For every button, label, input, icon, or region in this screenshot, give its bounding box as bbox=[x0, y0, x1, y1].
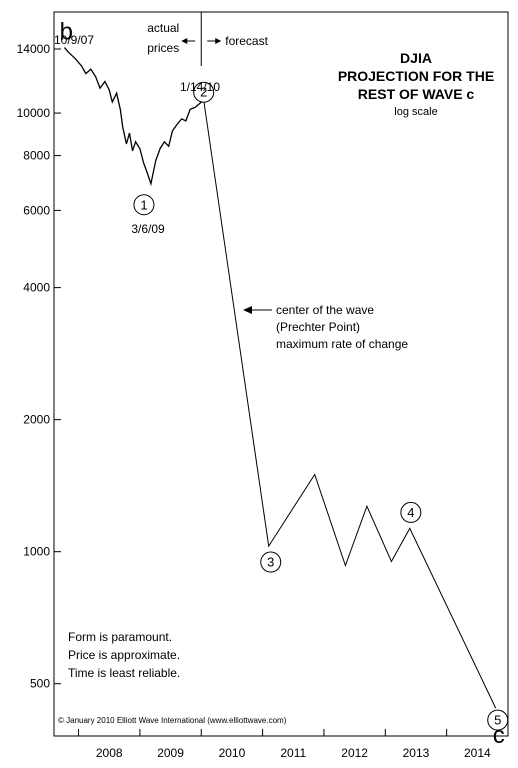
wave-2-circle bbox=[193, 81, 215, 103]
prechter-point-arrow bbox=[243, 306, 272, 314]
date-annotation-wave2: 1/14/10 bbox=[180, 80, 220, 94]
wave-1-circle bbox=[133, 194, 155, 216]
forecast-label: forecast bbox=[225, 34, 268, 48]
y-tick-label-1000: 1000 bbox=[23, 545, 50, 559]
wave-1-label: 1 bbox=[140, 197, 147, 212]
wave-b-label: b bbox=[60, 19, 73, 46]
x-tick-label-2014: 2014 bbox=[464, 746, 491, 760]
wave-labels: b 1 2 3 4 5c bbox=[60, 19, 509, 749]
actual-prices-label-line1: actual bbox=[147, 21, 179, 35]
y-tick-label-8000: 8000 bbox=[23, 149, 50, 163]
wave-3-circle bbox=[260, 551, 282, 573]
wave-2-label: 2 bbox=[200, 85, 207, 100]
y-tick-label-500: 500 bbox=[30, 677, 50, 691]
wave-4-label: 4 bbox=[407, 505, 414, 520]
prechter-annotation-line2: (Prechter Point) bbox=[276, 320, 360, 334]
actual-prices-label-line2: prices bbox=[147, 41, 179, 55]
plot-frame bbox=[53, 11, 509, 737]
x-tick-label-2008: 2008 bbox=[96, 746, 123, 760]
wave-5-circle bbox=[487, 709, 509, 731]
note-price: Price is approximate. bbox=[68, 648, 180, 662]
x-tick-label-2010: 2010 bbox=[219, 746, 246, 760]
x-tick-label-2011: 2011 bbox=[280, 746, 306, 760]
y-tick-label-6000: 6000 bbox=[23, 203, 50, 217]
actual-arrow bbox=[181, 38, 196, 44]
chart-title-line2: PROJECTION FOR THE bbox=[338, 68, 494, 84]
y-axis: 14000 10000 8000 6000 4000 2000 1000 500 bbox=[17, 42, 61, 691]
y-tick-label-14000: 14000 bbox=[17, 42, 51, 56]
series-forecast bbox=[203, 100, 497, 709]
chart-title-line3: REST OF WAVE c bbox=[358, 86, 475, 102]
y-tick-label-2000: 2000 bbox=[23, 413, 50, 427]
chart-subtitle: log scale bbox=[394, 106, 437, 118]
prechter-annotation-line1: center of the wave bbox=[276, 303, 374, 317]
y-tick-label-4000: 4000 bbox=[23, 281, 50, 295]
copyright: © January 2010 Elliott Wave Internationa… bbox=[58, 716, 287, 725]
wave-4-circle bbox=[400, 501, 422, 523]
chart-title-line1: DJIA bbox=[400, 50, 432, 66]
x-tick-label-2012: 2012 bbox=[341, 746, 368, 760]
wave-c-label: c bbox=[493, 722, 505, 749]
x-tick-label-2013: 2013 bbox=[403, 746, 430, 760]
wave-5-label: 5 bbox=[494, 713, 501, 728]
prechter-annotation-line3: maximum rate of change bbox=[276, 337, 408, 351]
x-tick-label-2009: 2009 bbox=[157, 746, 184, 760]
wave-3-label: 3 bbox=[267, 555, 274, 570]
date-annotation-wave1: 3/6/09 bbox=[131, 222, 165, 236]
series-actual-prices bbox=[63, 47, 205, 187]
date-annotation-b: 10/9/07 bbox=[54, 33, 94, 47]
y-tick-label-10000: 10000 bbox=[17, 106, 51, 120]
x-axis: 2008 2009 2010 2011 2012 2013 2014 bbox=[78, 729, 509, 760]
note-time: Time is least reliable. bbox=[68, 666, 180, 680]
note-form: Form is paramount. bbox=[68, 630, 172, 644]
forecast-arrow bbox=[207, 38, 222, 44]
